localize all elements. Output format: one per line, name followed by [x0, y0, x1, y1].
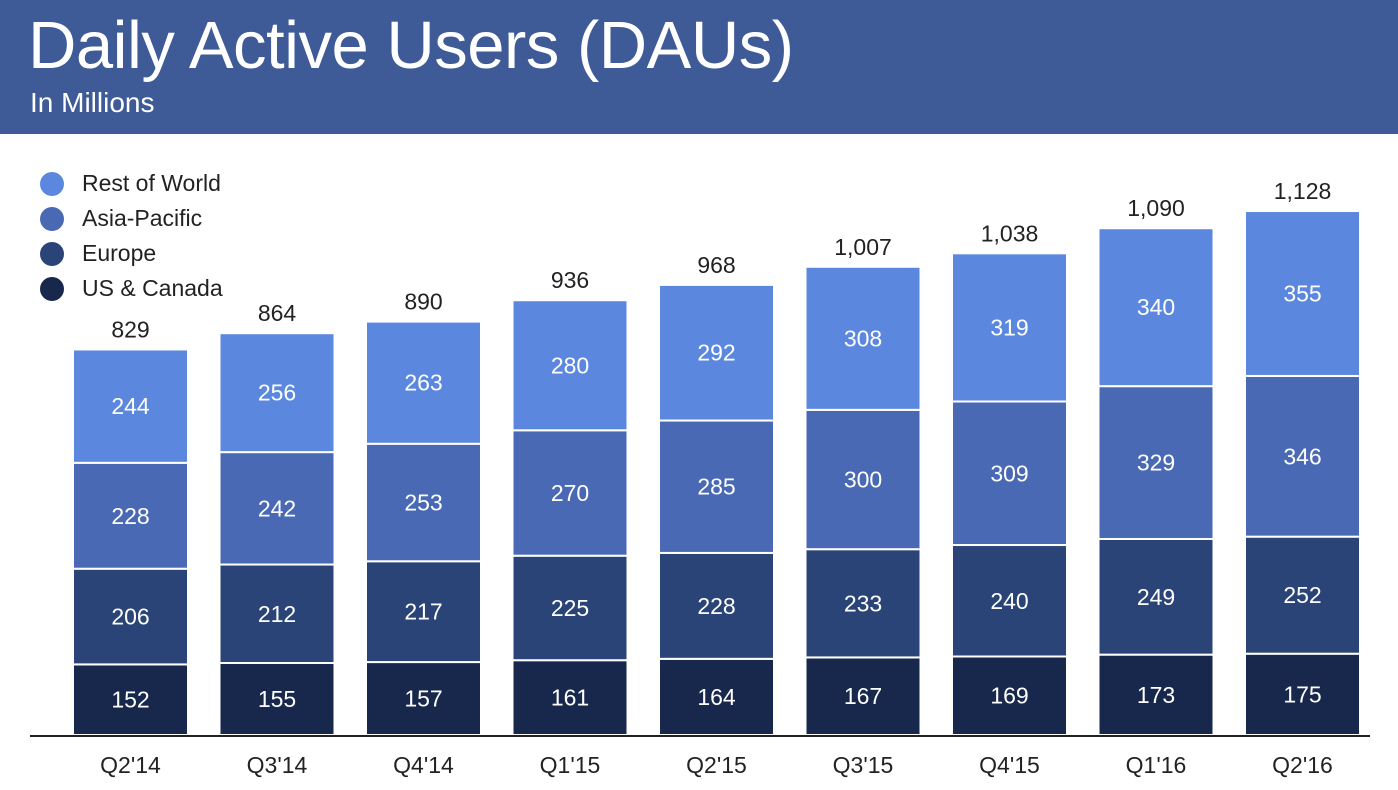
segment-value-label: 169	[990, 683, 1028, 709]
x-tick-label: Q2'16	[1272, 752, 1333, 778]
segment-value-label: 173	[1137, 682, 1175, 708]
bar-segment-rest-of-world-3	[511, 299, 629, 432]
segment-value-label: 263	[404, 370, 442, 396]
bar-segment-rest-of-world-2	[365, 320, 482, 445]
header-banner: Daily Active Users (DAUs) In Millions	[0, 0, 1398, 134]
legend-item-europe: Europe	[40, 236, 223, 271]
chart-legend: Rest of World Asia-Pacific Europe US & C…	[40, 166, 223, 306]
bar-segment-europe-7	[1097, 537, 1215, 656]
x-tick-label: Q1'16	[1126, 752, 1187, 778]
segment-value-label: 329	[1137, 450, 1175, 476]
segment-value-label: 233	[844, 590, 882, 616]
segment-value-label: 309	[990, 460, 1028, 486]
bar-segment-europe-1	[218, 563, 336, 665]
legend-label-us-canada: US & Canada	[82, 275, 223, 301]
legend-swatch-europe	[40, 241, 64, 266]
segment-value-label: 319	[990, 314, 1028, 340]
segment-value-label: 228	[697, 593, 735, 619]
segment-value-label: 244	[111, 393, 150, 419]
x-tick-label: Q3'14	[247, 752, 308, 778]
segment-value-label: 285	[697, 474, 735, 500]
bar-segment-asia-pacific-0	[72, 461, 189, 570]
x-tick-label: Q2'14	[100, 752, 161, 778]
segment-value-label: 249	[1137, 584, 1175, 610]
bar-segment-rest-of-world-1	[218, 332, 336, 454]
bar-segment-us-canada-1	[218, 662, 336, 736]
x-tick-label: Q4'14	[393, 752, 454, 778]
bar-total-label: 936	[551, 267, 589, 293]
legend-label-asia-pacific: Asia-Pacific	[82, 205, 203, 231]
segment-value-label: 167	[844, 683, 882, 709]
legend-item-asia-pacific: Asia-Pacific	[40, 201, 223, 236]
bar-total-label: 968	[697, 252, 735, 278]
segment-value-label: 252	[1283, 582, 1321, 608]
bar-segment-us-canada-4	[658, 657, 775, 737]
x-tick-label: Q3'15	[833, 752, 894, 778]
segment-value-label: 228	[111, 503, 149, 529]
segment-value-label: 340	[1137, 294, 1175, 320]
segment-value-label: 175	[1283, 681, 1321, 707]
segment-value-label: 155	[258, 686, 296, 712]
page-subtitle: In Millions	[30, 87, 155, 118]
segment-value-label: 292	[697, 340, 735, 366]
bar-segment-europe-8	[1244, 535, 1361, 655]
segment-value-label: 217	[404, 599, 442, 625]
legend-label-rest-of-world: Rest of World	[82, 170, 221, 196]
segment-value-label: 152	[111, 687, 149, 713]
bar-total-label: 1,128	[1274, 178, 1332, 204]
bar-segment-asia-pacific-3	[511, 429, 629, 557]
segment-value-label: 346	[1283, 443, 1321, 469]
segment-value-label: 157	[404, 686, 442, 712]
bar-segment-asia-pacific-2	[365, 442, 482, 563]
bar-segment-europe-0	[72, 567, 189, 666]
legend-item-us-canada: US & Canada	[40, 271, 223, 306]
x-tick-label: Q1'15	[540, 752, 601, 778]
bar-segment-europe-2	[365, 560, 482, 664]
legend-label-europe: Europe	[82, 240, 157, 266]
page-title: Daily Active Users (DAUs)	[28, 8, 794, 83]
bar-segment-asia-pacific-5	[804, 408, 922, 551]
bar-segment-rest-of-world-0	[72, 348, 189, 464]
segment-value-label: 256	[258, 380, 296, 406]
bar-segment-rest-of-world-6	[951, 252, 1068, 403]
bar-segment-asia-pacific-1	[218, 451, 336, 566]
bar-total-label: 864	[258, 300, 297, 326]
bar-total-label: 829	[111, 316, 149, 342]
segment-value-label: 212	[258, 601, 296, 627]
segment-value-label: 280	[551, 352, 589, 378]
legend-swatch-rest-of-world	[40, 171, 64, 196]
segment-value-label: 300	[844, 467, 882, 493]
bar-total-label: 1,090	[1127, 195, 1185, 221]
segment-value-label: 161	[551, 685, 589, 711]
x-tick-label: Q4'15	[979, 752, 1040, 778]
bar-segment-us-canada-0	[72, 663, 189, 736]
bar-segment-asia-pacific-7	[1097, 385, 1215, 540]
segment-value-label: 225	[551, 595, 589, 621]
segment-value-label: 270	[551, 480, 589, 506]
legend-swatch-us-canada	[40, 276, 64, 301]
bar-segment-europe-5	[804, 548, 922, 659]
segment-value-label: 253	[404, 490, 442, 516]
x-tick-label: Q2'15	[686, 752, 747, 778]
bar-total-label: 1,038	[981, 220, 1039, 246]
bar-segment-europe-3	[511, 554, 629, 662]
bar-segment-rest-of-world-8	[1244, 210, 1361, 377]
segment-value-label: 355	[1283, 280, 1321, 306]
segment-value-label: 164	[697, 684, 736, 710]
bar-segment-rest-of-world-7	[1097, 227, 1215, 388]
legend-item-rest-of-world: Rest of World	[40, 166, 223, 201]
legend-swatch-asia-pacific	[40, 206, 64, 231]
segment-value-label: 308	[844, 325, 882, 351]
segment-value-label: 206	[111, 604, 149, 630]
segment-value-label: 240	[990, 588, 1028, 614]
bar-segment-europe-4	[658, 551, 775, 660]
bar-total-label: 890	[404, 289, 442, 315]
bar-segment-us-canada-2	[365, 661, 482, 736]
bar-segment-asia-pacific-4	[658, 419, 775, 554]
bar-total-label: 1,007	[834, 234, 892, 260]
bar-segment-rest-of-world-4	[658, 283, 775, 422]
bar-segment-rest-of-world-5	[804, 265, 922, 411]
segment-value-label: 242	[258, 495, 296, 521]
